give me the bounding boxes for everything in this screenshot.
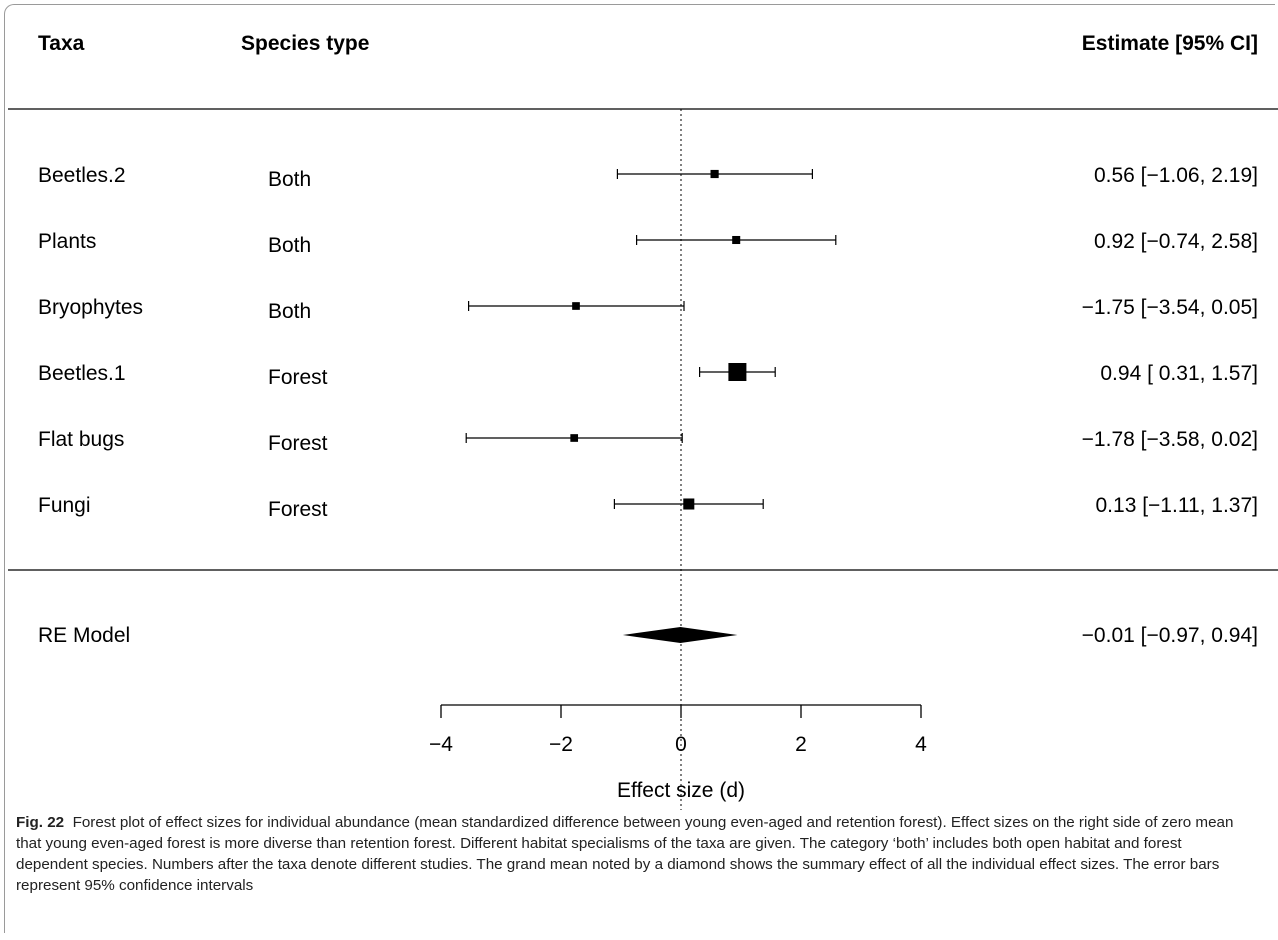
study-row: Flat bugs Forest −1.78 [−3.58, 0.02] xyxy=(38,428,1258,455)
summary-label: RE Model xyxy=(38,624,130,647)
point-estimate xyxy=(572,302,580,310)
x-axis-ticks: −4 −2 0 2 4 xyxy=(429,705,927,756)
species-type-label: Forest xyxy=(268,498,328,521)
summary-diamond xyxy=(622,627,738,643)
study-row: Bryophytes Both −1.75 [−3.54, 0.05] xyxy=(38,296,1258,323)
x-tick-label: −2 xyxy=(549,733,573,756)
study-rows: Beetles.2 Both 0.56 [−1.06, 2.19] Plants Bot… xyxy=(38,164,1258,521)
estimate-text: −1.75 [−3.54, 0.05] xyxy=(1082,296,1258,319)
point-estimate xyxy=(728,363,747,381)
estimate-text: 0.56 [−1.06, 2.19] xyxy=(1094,164,1258,187)
summary-estimate-text: −0.01 [−0.97, 0.94] xyxy=(1082,624,1258,647)
estimate-text: 0.94 [ 0.31, 1.57] xyxy=(1100,362,1258,385)
point-estimate xyxy=(570,434,579,442)
column-headers: Taxa Species type Estimate [95% CI] xyxy=(38,32,1258,55)
species-type-label: Both xyxy=(268,300,311,323)
header-estimate: Estimate [95% CI] xyxy=(1082,32,1258,55)
taxa-label: Fungi xyxy=(38,494,91,517)
caption-text: Forest plot of effect sizes for individu… xyxy=(16,814,1234,894)
point-estimate xyxy=(732,235,741,245)
estimate-text: −1.78 [−3.58, 0.02] xyxy=(1082,428,1258,451)
x-tick-label: 4 xyxy=(915,733,927,756)
x-tick-label: 2 xyxy=(795,733,807,756)
estimate-text: 0.13 [−1.11, 1.37] xyxy=(1096,494,1259,517)
species-type-label: Both xyxy=(268,234,311,257)
study-row: Fungi Forest 0.13 [−1.11, 1.37] xyxy=(38,494,1258,521)
species-type-label: Both xyxy=(268,168,311,191)
summary-row: RE Model −0.01 [−0.97, 0.94] xyxy=(38,624,1258,647)
study-row: Beetles.1 Forest 0.94 [ 0.31, 1.57] xyxy=(38,362,1258,389)
estimate-text: 0.92 [−0.74, 2.58] xyxy=(1094,230,1258,253)
x-axis: −4 −2 0 2 4 Effect size (d) xyxy=(429,704,927,802)
figure-number: Fig. 22 xyxy=(16,814,65,831)
point-estimate xyxy=(710,169,719,179)
taxa-label: Beetles.2 xyxy=(38,164,126,187)
x-axis-title: Effect size (d) xyxy=(617,779,745,802)
point-estimate xyxy=(683,498,695,510)
species-type-label: Forest xyxy=(268,366,328,389)
header-taxa: Taxa xyxy=(38,32,85,55)
x-tick-label: 0 xyxy=(675,733,687,756)
taxa-label: Plants xyxy=(38,230,96,253)
x-tick-label: −4 xyxy=(429,733,453,756)
species-type-label: Forest xyxy=(268,432,328,455)
taxa-label: Beetles.1 xyxy=(38,362,126,385)
study-row: Beetles.2 Both 0.56 [−1.06, 2.19] xyxy=(38,164,1258,191)
taxa-label: Flat bugs xyxy=(38,428,124,451)
taxa-label: Bryophytes xyxy=(38,296,143,319)
header-species-type: Species type xyxy=(241,32,369,55)
figure-caption: Fig. 22 Forest plot of effect sizes for … xyxy=(16,812,1256,896)
figure-border xyxy=(4,4,1275,933)
forest-plot: Taxa Species type Estimate [95% CI] Beet… xyxy=(8,32,1278,810)
study-row: Plants Both 0.92 [−0.74, 2.58] xyxy=(38,230,1258,257)
